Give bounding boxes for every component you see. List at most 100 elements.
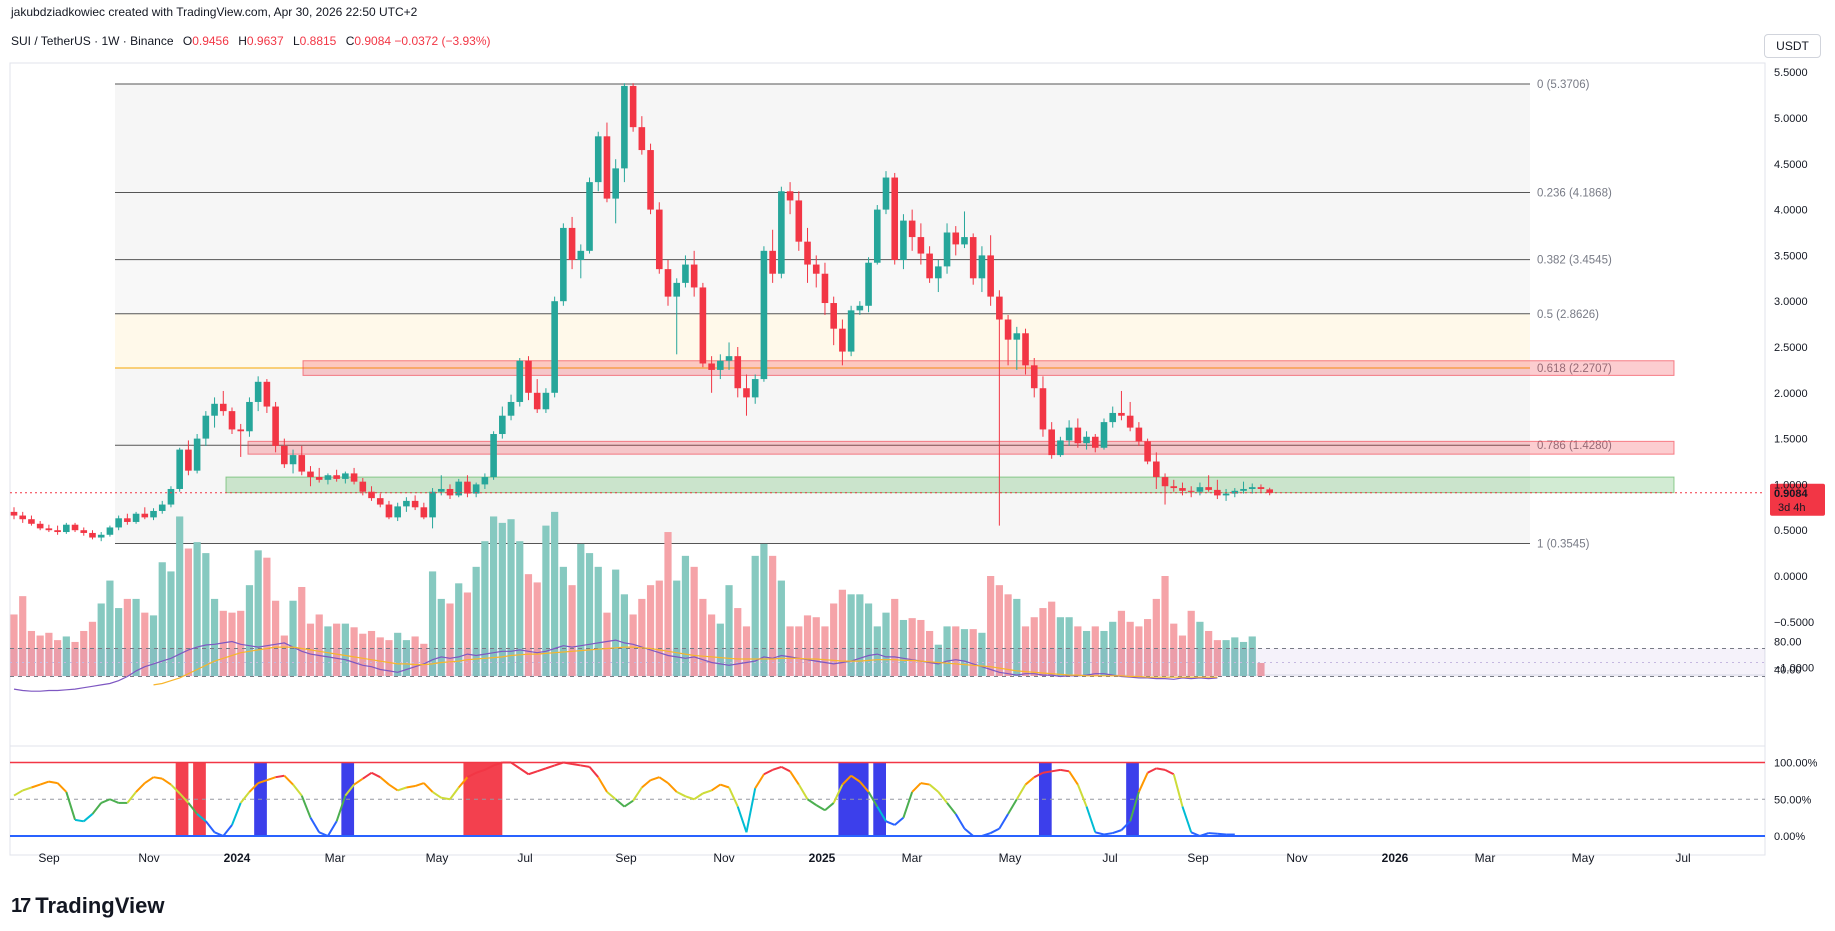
candle-body bbox=[97, 534, 105, 538]
stoch-segment bbox=[31, 783, 41, 789]
candle-body bbox=[298, 455, 306, 472]
candle-body bbox=[246, 401, 253, 432]
volume-bar bbox=[80, 630, 88, 676]
volume-bar bbox=[1239, 641, 1248, 676]
candle-body bbox=[1083, 436, 1090, 444]
candle-body bbox=[577, 250, 585, 260]
candle-body bbox=[743, 388, 750, 398]
stoch-segment bbox=[1103, 832, 1113, 836]
stoch-segment bbox=[257, 779, 268, 785]
candle-body bbox=[315, 477, 323, 480]
candle-body bbox=[952, 232, 960, 245]
volume-bar bbox=[699, 598, 707, 676]
stoch-zone bbox=[175, 762, 189, 836]
osc-axis-label: 40.00 bbox=[1774, 665, 1802, 677]
candle-body bbox=[481, 477, 489, 485]
symbol-name[interactable]: SUI / TetherUS · 1W · Binance bbox=[11, 34, 174, 48]
stoch-segment bbox=[615, 798, 626, 808]
osc-axis-label: 80.00 bbox=[1774, 637, 1802, 649]
volume-bar bbox=[1205, 630, 1213, 676]
stoch-segment bbox=[379, 776, 390, 786]
volume-bar bbox=[777, 580, 785, 676]
stoch-segment bbox=[205, 820, 216, 833]
volume-bar bbox=[934, 644, 942, 676]
volume-bar bbox=[1222, 640, 1230, 676]
volume-bar bbox=[516, 541, 524, 676]
stoch-segment bbox=[763, 768, 774, 776]
time-axis-label: Mar bbox=[902, 851, 923, 865]
candle-body bbox=[1214, 489, 1221, 496]
candle-body bbox=[769, 250, 776, 274]
volume-bar bbox=[62, 636, 70, 676]
stoch-segment bbox=[39, 780, 50, 786]
tradingview-logo[interactable]: 17 TradingView bbox=[11, 893, 164, 919]
candle-body bbox=[795, 200, 803, 242]
time-axis-label: 2024 bbox=[224, 851, 251, 865]
candle-body bbox=[804, 241, 811, 265]
stoch-segment bbox=[850, 774, 861, 783]
stoch-segment bbox=[65, 791, 76, 821]
candle-body bbox=[19, 515, 27, 520]
candle-body bbox=[403, 500, 410, 507]
volume-bar bbox=[455, 583, 463, 676]
brand-name: TradingView bbox=[35, 893, 165, 918]
volume-bar bbox=[350, 627, 358, 676]
volume-bar bbox=[19, 596, 27, 676]
stoch-segment bbox=[475, 768, 486, 774]
candle-body bbox=[778, 191, 785, 274]
candle-body bbox=[987, 255, 994, 297]
stoch-segment bbox=[74, 818, 84, 823]
price-chart[interactable]: 0 (5.3706) 0.236 (4.1868) 0.382 (3.4545) 0.… bbox=[0, 0, 1835, 880]
candle-body bbox=[1126, 415, 1134, 428]
candle-body bbox=[664, 269, 672, 297]
stoch-segment bbox=[1060, 768, 1070, 773]
candle-body bbox=[455, 481, 463, 496]
time-axis-label: Jul bbox=[1675, 851, 1690, 865]
stoch-segment bbox=[510, 761, 521, 770]
volume-bar bbox=[1082, 630, 1091, 676]
stoch-segment bbox=[859, 780, 870, 793]
close-value: 0.9084 bbox=[354, 34, 392, 48]
stoch-segment bbox=[327, 820, 338, 837]
time-axis-label: May bbox=[1572, 851, 1595, 865]
candle-body bbox=[359, 481, 367, 492]
currency-button[interactable]: USDT bbox=[1764, 34, 1821, 58]
candle-body bbox=[594, 136, 602, 183]
volume-bar bbox=[315, 614, 323, 676]
stoch-segment bbox=[902, 791, 914, 818]
symbol-info: SUI / TetherUS · 1W · Binance O0.9456 H0… bbox=[11, 34, 491, 48]
volume-bar bbox=[847, 594, 855, 676]
volume-bar bbox=[132, 598, 140, 676]
fib-band bbox=[115, 445, 1530, 544]
low-label: L bbox=[292, 34, 300, 48]
fib-label: 0.618 (2.2707) bbox=[1537, 363, 1612, 375]
volume-bar bbox=[864, 603, 873, 676]
volume-bar bbox=[149, 615, 158, 676]
stoch-segment bbox=[1147, 767, 1157, 774]
volume-bar bbox=[917, 619, 925, 676]
volume-bar bbox=[1152, 598, 1160, 676]
volume-bar bbox=[612, 569, 620, 676]
volume-bar bbox=[603, 612, 611, 676]
volume-bar bbox=[969, 629, 977, 676]
candle-body bbox=[1248, 487, 1256, 489]
stoch-segment bbox=[432, 791, 442, 799]
candle-body bbox=[900, 220, 907, 260]
volume-bar bbox=[45, 632, 53, 676]
stoch-segment bbox=[580, 764, 590, 768]
candle-body bbox=[237, 429, 245, 432]
candle-body bbox=[1091, 436, 1099, 448]
price-axis-label: 5.5000 bbox=[1774, 67, 1808, 79]
volume-bar bbox=[463, 592, 472, 676]
candle-body bbox=[1065, 427, 1073, 441]
candle-body bbox=[1048, 429, 1055, 456]
stoch-segment bbox=[1208, 832, 1218, 835]
candle-body bbox=[647, 150, 654, 210]
price-axis-label: 3.5000 bbox=[1774, 250, 1808, 262]
stoch-segment bbox=[493, 761, 503, 767]
candle-body bbox=[1004, 319, 1012, 340]
stoch-segment bbox=[187, 802, 198, 815]
candle-body bbox=[437, 488, 445, 492]
stoch-segment bbox=[170, 783, 181, 795]
candle-body bbox=[464, 481, 471, 494]
